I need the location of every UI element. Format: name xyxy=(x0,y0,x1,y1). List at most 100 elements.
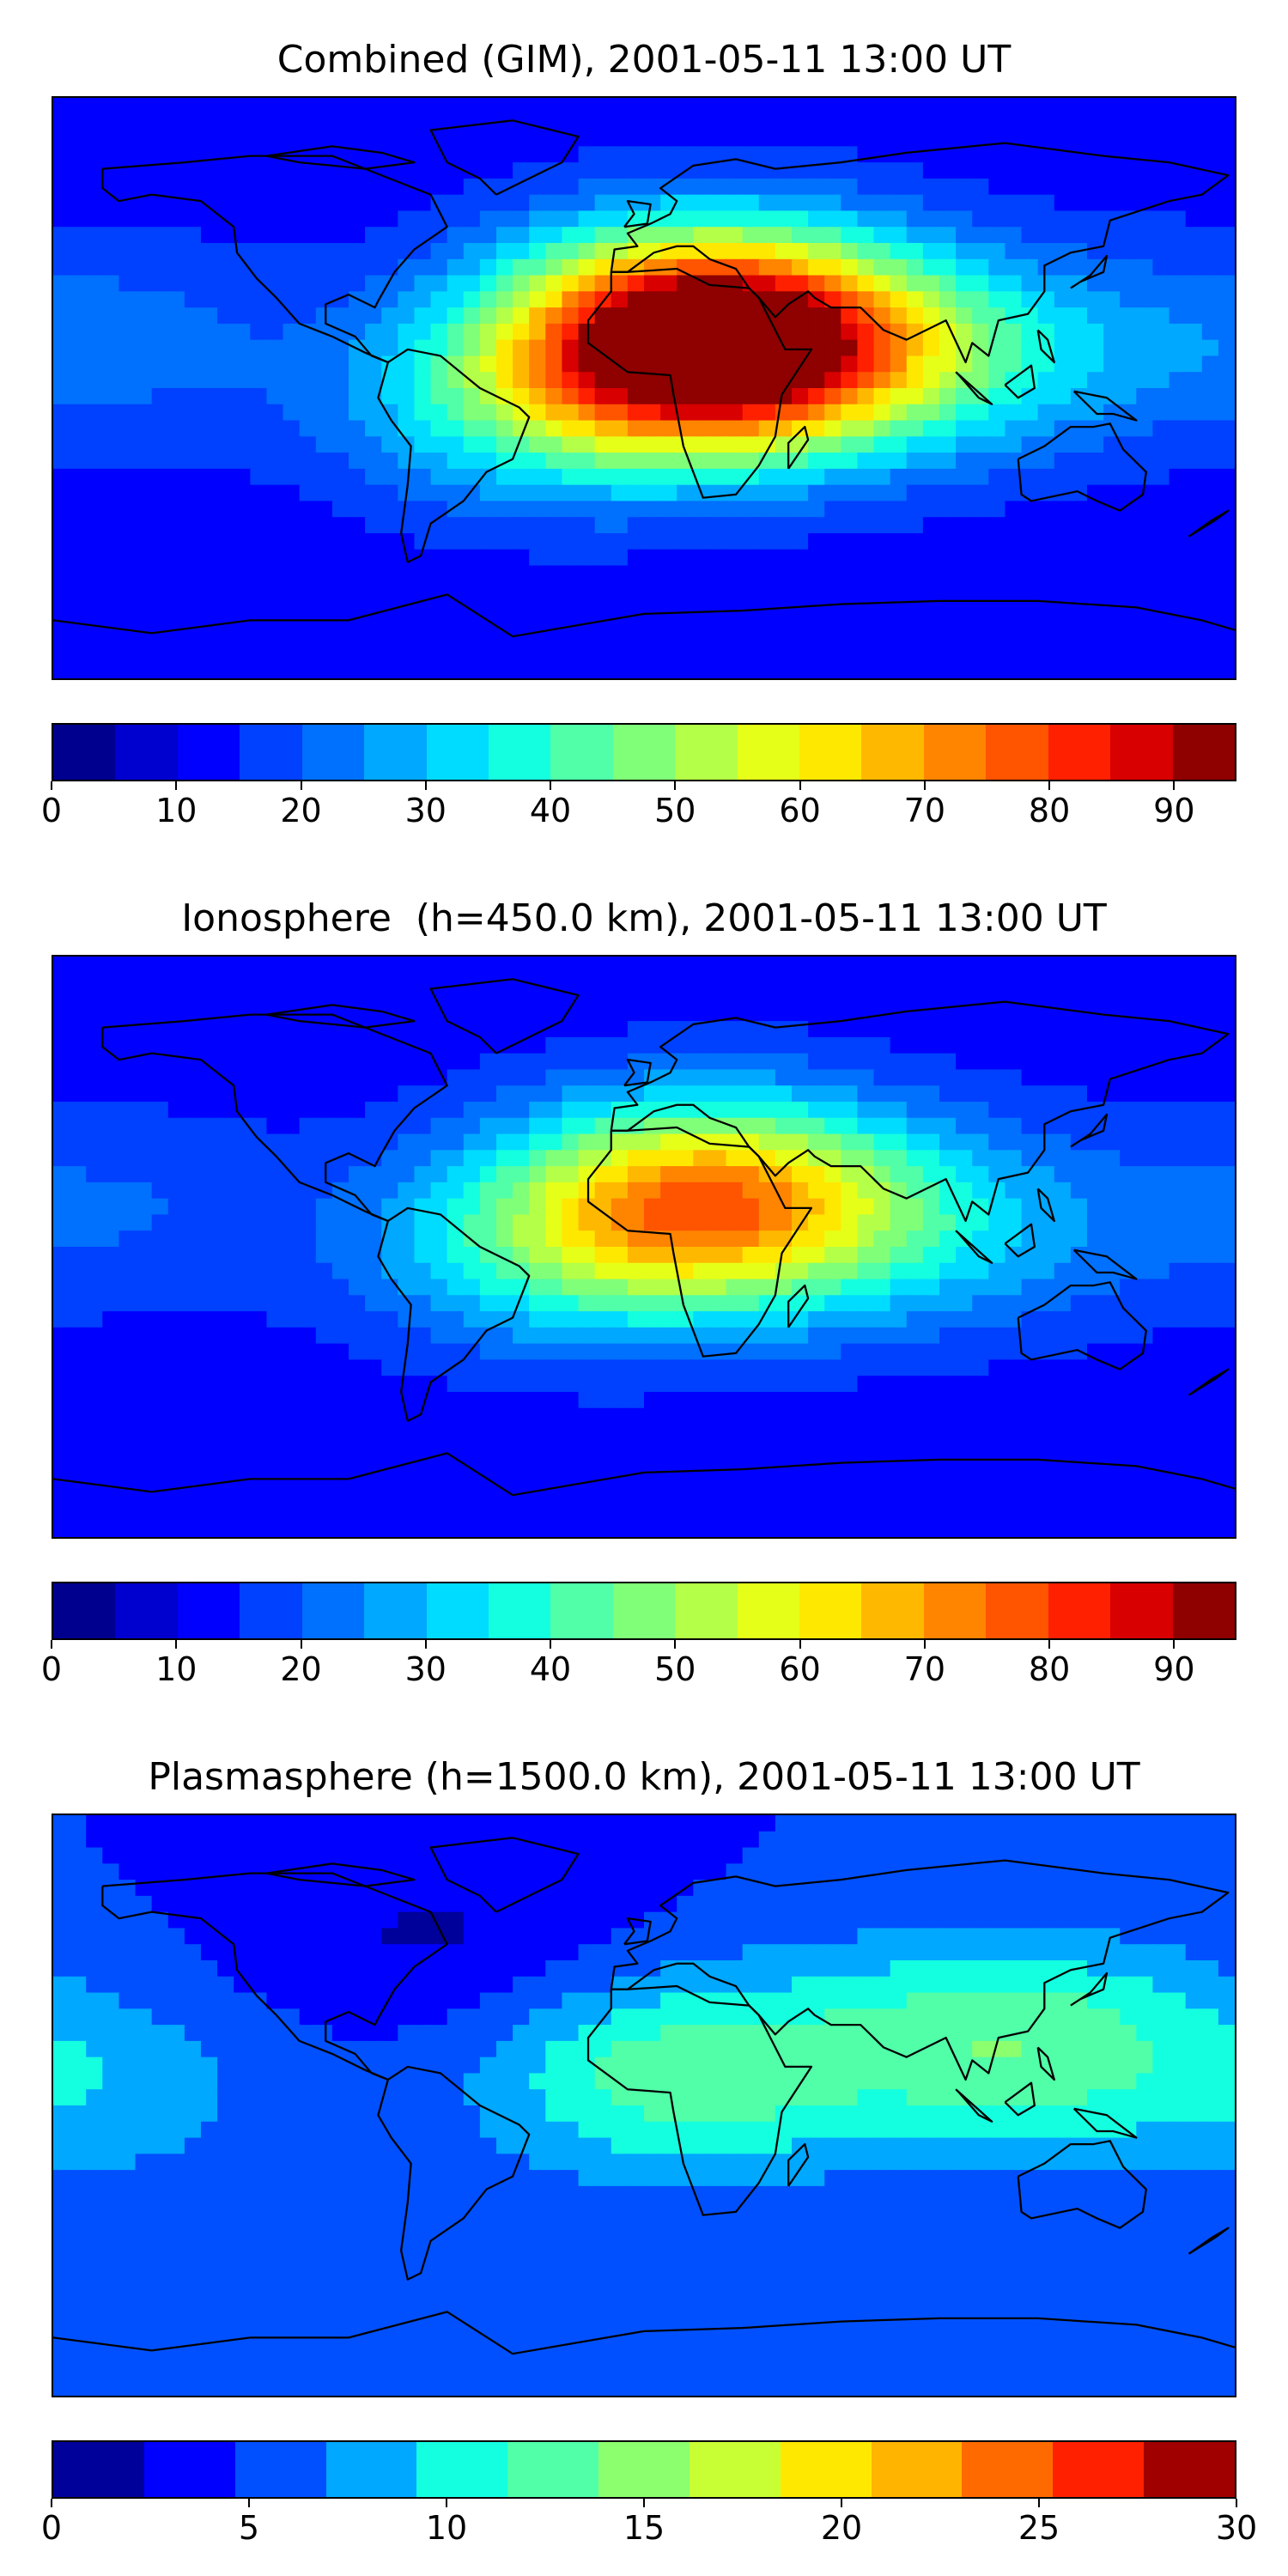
contour-cell xyxy=(151,1392,170,1410)
contour-cell xyxy=(873,565,892,583)
contour-cell xyxy=(398,243,416,261)
contour-cell xyxy=(1005,972,1024,991)
contour-cell xyxy=(349,1102,367,1120)
contour-cell xyxy=(1218,662,1235,678)
contour-cell xyxy=(234,1392,252,1410)
contour-cell xyxy=(299,1407,318,1426)
contour-cell xyxy=(939,629,957,647)
contour-cell xyxy=(167,1262,186,1281)
contour-cell xyxy=(693,1198,711,1216)
contour-cell xyxy=(988,1311,1006,1329)
contour-cell xyxy=(545,1085,563,1103)
contour-cell xyxy=(496,581,514,599)
contour-cell xyxy=(447,1036,465,1055)
contour-cell xyxy=(266,1166,285,1184)
contour-cell xyxy=(578,1392,597,1410)
contour-cell xyxy=(792,1359,810,1377)
contour-cell xyxy=(644,598,662,616)
contour-cell xyxy=(1054,549,1072,568)
contour-cell xyxy=(693,1440,711,1458)
contour-cell xyxy=(70,501,88,519)
contour-cell xyxy=(1005,1295,1024,1313)
contour-cell xyxy=(414,517,433,535)
contour-cell xyxy=(1169,1133,1188,1151)
contour-cell xyxy=(184,1295,203,1313)
contour-cell xyxy=(1087,275,1105,293)
contour-cell xyxy=(677,957,695,975)
contour-cell xyxy=(430,1472,449,1491)
contour-cell xyxy=(250,533,268,551)
contour-cell xyxy=(742,404,761,422)
contour-cell xyxy=(906,1021,925,1039)
contour-cell xyxy=(414,227,433,245)
contour-cell xyxy=(331,1214,350,1232)
contour-cell xyxy=(1152,484,1171,502)
contour-cell xyxy=(709,1311,728,1329)
contour-cell xyxy=(381,339,399,357)
contour-cell xyxy=(1103,1327,1121,1346)
contour-cell xyxy=(365,130,383,148)
contour-cell xyxy=(824,1295,842,1313)
contour-cell xyxy=(201,613,219,632)
contour-cell xyxy=(349,98,367,116)
contour-cell xyxy=(726,372,744,390)
contour-cell xyxy=(1120,629,1138,647)
coastline xyxy=(1072,390,1138,422)
contour-cell xyxy=(234,1230,252,1249)
contour-cell xyxy=(1103,1440,1121,1458)
contour-cell xyxy=(1005,468,1024,487)
contour-cell xyxy=(1070,1085,1089,1103)
contour-cell xyxy=(463,1311,482,1329)
contour-cell xyxy=(299,453,318,471)
contour-cell xyxy=(217,1407,235,1426)
contour-cell xyxy=(627,581,646,599)
contour-cell xyxy=(70,613,88,632)
contour-cell xyxy=(594,1005,613,1023)
contour-cell xyxy=(1005,565,1024,583)
contour-cell xyxy=(594,404,613,422)
contour-cell xyxy=(167,613,186,632)
contour-cell xyxy=(841,629,859,647)
contour-cell xyxy=(1005,1117,1024,1136)
contour-cell xyxy=(496,1279,514,1297)
contour-cell xyxy=(594,372,613,390)
contour-cell xyxy=(808,178,826,197)
contour-cell xyxy=(906,468,925,487)
contour-cell xyxy=(988,972,1006,991)
contour-cell xyxy=(873,1407,892,1426)
contour-cell xyxy=(545,1230,563,1249)
contour-cell xyxy=(578,988,597,1006)
contour-cell xyxy=(841,194,859,212)
contour-cell xyxy=(299,613,318,632)
contour-cell xyxy=(86,388,104,406)
contour-cell xyxy=(167,388,186,406)
contour-cell xyxy=(906,1005,925,1023)
contour-cell xyxy=(1185,988,1204,1006)
contour-cell xyxy=(1185,613,1204,632)
contour-cell xyxy=(381,662,399,678)
contour-cell xyxy=(545,1021,563,1039)
contour-cell xyxy=(266,1247,285,1265)
contour-cell xyxy=(1185,957,1204,975)
contour-cell xyxy=(135,484,154,502)
contour-cell xyxy=(742,517,761,535)
contour-cell xyxy=(217,468,235,487)
contour-cell xyxy=(627,1133,646,1151)
contour-cell xyxy=(857,372,876,390)
contour-cell xyxy=(151,1036,170,1055)
contour-cell xyxy=(594,1262,613,1281)
contour-cell xyxy=(758,517,777,535)
contour-cell xyxy=(217,1036,235,1055)
contour-cell xyxy=(562,565,580,583)
contour-cell xyxy=(890,581,908,599)
contour-cell xyxy=(102,581,120,599)
contour-cell xyxy=(824,1376,842,1394)
contour-cell xyxy=(331,581,350,599)
contour-cell xyxy=(1103,1005,1121,1023)
contour-cell xyxy=(726,1166,744,1184)
contour-cell xyxy=(562,194,580,212)
contour-cell xyxy=(922,1359,941,1377)
contour-cell xyxy=(906,227,925,245)
contour-cell xyxy=(709,1359,728,1377)
contour-cell xyxy=(1185,355,1204,374)
